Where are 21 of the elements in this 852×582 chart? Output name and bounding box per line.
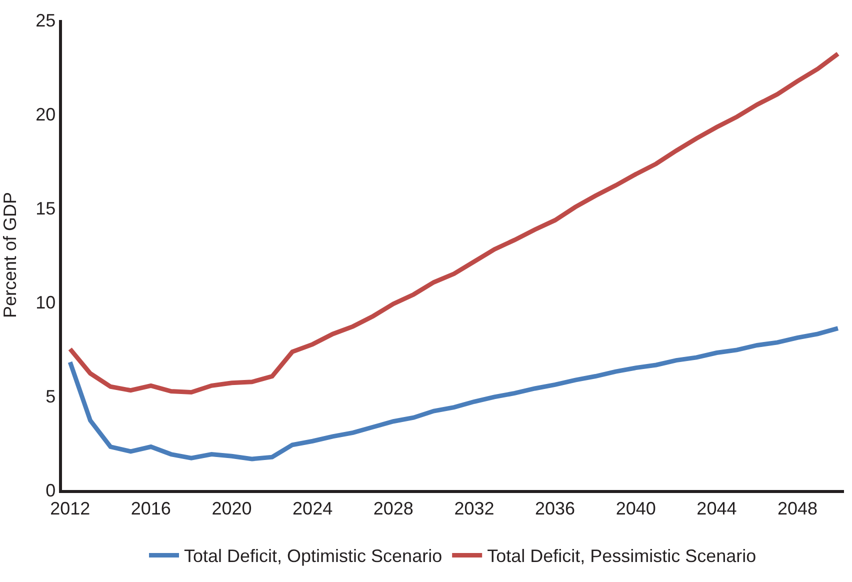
x-tick-label: 2020	[212, 498, 252, 518]
x-tick-label: 2028	[373, 498, 414, 518]
y-tick-label: 20	[36, 104, 56, 124]
x-tick-label: 2016	[130, 498, 171, 518]
x-tick-label: 2024	[292, 498, 333, 518]
legend-label: Total Deficit, Optimistic Scenario	[184, 546, 442, 566]
y-tick-label: 25	[36, 10, 56, 30]
x-tick-label: 2048	[777, 498, 818, 518]
x-tick-label: 2012	[50, 498, 90, 518]
y-tick-label: 0	[46, 480, 56, 500]
line-series	[68, 52, 840, 394]
y-axis-title: Percent of GDP	[0, 192, 20, 318]
x-tick-label: 2032	[454, 498, 494, 518]
x-tick-label: 2040	[616, 498, 656, 518]
line-series	[68, 326, 840, 462]
x-tick-label: 2044	[696, 498, 737, 518]
legend-label: Total Deficit, Pessimistic Scenario	[487, 546, 756, 566]
y-tick-label: 5	[46, 386, 56, 406]
y-tick-label: 15	[36, 198, 56, 218]
y-tick-label: 10	[36, 292, 56, 312]
x-tick-label: 2036	[535, 498, 576, 518]
